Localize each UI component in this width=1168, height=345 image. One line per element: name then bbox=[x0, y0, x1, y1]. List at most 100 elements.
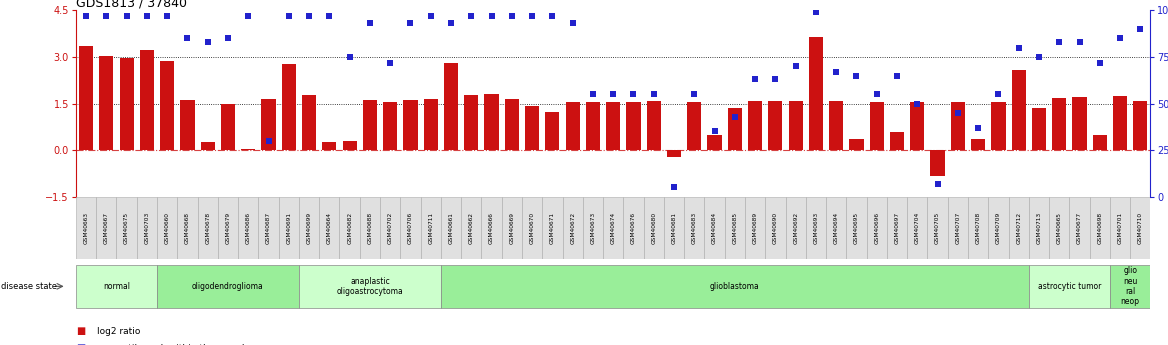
Text: GSM40682: GSM40682 bbox=[347, 211, 352, 244]
Text: GSM40668: GSM40668 bbox=[185, 212, 190, 244]
Text: GSM40712: GSM40712 bbox=[1016, 211, 1021, 244]
Bar bbox=[684, 197, 704, 259]
Text: GSM40703: GSM40703 bbox=[145, 211, 150, 244]
Text: log2 ratio: log2 ratio bbox=[97, 327, 140, 336]
Bar bbox=[440, 265, 1029, 308]
Bar bbox=[363, 100, 377, 150]
Point bbox=[158, 13, 176, 19]
Bar bbox=[281, 64, 296, 150]
Bar bbox=[1093, 135, 1107, 150]
Bar bbox=[1131, 197, 1150, 259]
Text: GSM40674: GSM40674 bbox=[611, 211, 616, 244]
Bar bbox=[322, 142, 336, 150]
Point bbox=[929, 181, 947, 186]
Text: GSM40676: GSM40676 bbox=[631, 212, 635, 244]
Point bbox=[279, 13, 298, 19]
Bar bbox=[704, 197, 724, 259]
Text: GSM40711: GSM40711 bbox=[429, 212, 433, 244]
Point bbox=[645, 91, 663, 97]
Bar bbox=[644, 197, 663, 259]
Bar bbox=[1133, 101, 1147, 150]
Point bbox=[665, 185, 683, 190]
Bar bbox=[724, 197, 745, 259]
Text: GSM40683: GSM40683 bbox=[691, 211, 697, 244]
Point bbox=[827, 69, 846, 75]
Point bbox=[199, 39, 217, 45]
Text: GSM40662: GSM40662 bbox=[468, 212, 474, 244]
Bar bbox=[708, 135, 722, 150]
Text: GSM40665: GSM40665 bbox=[1057, 212, 1062, 244]
Point bbox=[300, 13, 319, 19]
Bar bbox=[440, 197, 461, 259]
Bar bbox=[603, 197, 624, 259]
Point bbox=[1091, 60, 1110, 65]
Bar bbox=[299, 197, 319, 259]
Text: GSM40680: GSM40680 bbox=[652, 211, 656, 244]
Point bbox=[482, 13, 501, 19]
Text: GSM40679: GSM40679 bbox=[225, 211, 230, 244]
Text: GSM40678: GSM40678 bbox=[206, 211, 210, 244]
Bar bbox=[728, 108, 742, 150]
Bar bbox=[910, 102, 924, 150]
Bar bbox=[524, 106, 540, 150]
Text: disease state: disease state bbox=[1, 282, 57, 291]
Point bbox=[1009, 45, 1028, 50]
Text: percentile rank within the sample: percentile rank within the sample bbox=[97, 344, 250, 345]
Bar bbox=[461, 197, 481, 259]
Bar bbox=[342, 141, 356, 150]
Bar bbox=[119, 58, 133, 150]
Bar bbox=[238, 197, 258, 259]
Text: GSM40696: GSM40696 bbox=[875, 212, 880, 244]
Point bbox=[77, 13, 96, 19]
Bar bbox=[563, 197, 583, 259]
Bar bbox=[424, 99, 438, 150]
Bar bbox=[1029, 265, 1110, 308]
Text: GSM40694: GSM40694 bbox=[834, 211, 839, 244]
Bar bbox=[586, 102, 600, 150]
Bar bbox=[890, 132, 904, 150]
Bar bbox=[383, 102, 397, 150]
Bar bbox=[867, 197, 887, 259]
Bar bbox=[303, 95, 317, 150]
Bar bbox=[137, 197, 157, 259]
Bar bbox=[565, 102, 579, 150]
Point bbox=[684, 91, 703, 97]
Bar bbox=[76, 265, 157, 308]
Bar bbox=[299, 265, 440, 308]
Bar bbox=[221, 105, 235, 150]
Text: GSM40671: GSM40671 bbox=[550, 212, 555, 244]
Bar bbox=[201, 142, 215, 150]
Text: GSM40684: GSM40684 bbox=[712, 211, 717, 244]
Text: GSM40685: GSM40685 bbox=[732, 211, 737, 244]
Bar bbox=[545, 112, 559, 150]
Text: GSM40705: GSM40705 bbox=[936, 211, 940, 244]
Bar bbox=[663, 197, 684, 259]
Point bbox=[624, 91, 642, 97]
Point bbox=[604, 91, 623, 97]
Bar bbox=[1113, 96, 1127, 150]
Point bbox=[584, 91, 603, 97]
Text: GSM40681: GSM40681 bbox=[672, 212, 676, 244]
Bar bbox=[1008, 197, 1029, 259]
Point bbox=[766, 77, 785, 82]
Text: glioblastoma: glioblastoma bbox=[710, 282, 759, 291]
Bar bbox=[505, 99, 519, 150]
Text: GSM40687: GSM40687 bbox=[266, 211, 271, 244]
Bar bbox=[420, 197, 440, 259]
Point bbox=[442, 21, 460, 26]
Bar bbox=[809, 37, 823, 150]
Point bbox=[888, 73, 906, 78]
Bar bbox=[786, 197, 806, 259]
Point bbox=[1030, 54, 1049, 60]
Bar bbox=[178, 197, 197, 259]
Point bbox=[117, 13, 135, 19]
Text: astrocytic tumor: astrocytic tumor bbox=[1037, 282, 1101, 291]
Bar bbox=[1070, 197, 1090, 259]
Bar bbox=[887, 197, 908, 259]
Bar bbox=[687, 102, 702, 150]
Point bbox=[422, 13, 440, 19]
Bar bbox=[485, 94, 499, 150]
Bar bbox=[583, 197, 603, 259]
Point bbox=[461, 13, 480, 19]
Bar bbox=[380, 197, 401, 259]
